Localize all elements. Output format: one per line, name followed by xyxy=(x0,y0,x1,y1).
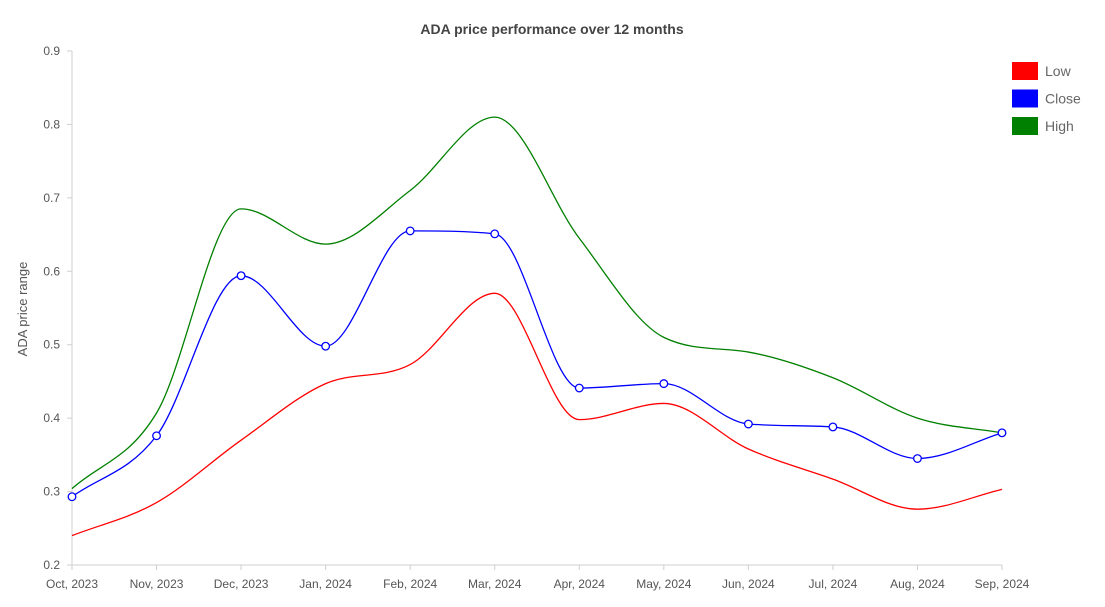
chart-title: ADA price performance over 12 months xyxy=(420,21,683,37)
data-point-close[interactable] xyxy=(913,454,922,463)
data-point-close[interactable] xyxy=(743,419,753,429)
series-line-high xyxy=(71,116,1003,490)
x-tick-label: Mar, 2024 xyxy=(468,577,522,591)
data-point-close[interactable] xyxy=(152,431,161,441)
x-tick-label: Dec, 2023 xyxy=(214,577,269,591)
data-point-close[interactable] xyxy=(490,229,500,239)
series-low xyxy=(71,292,1003,537)
y-tick-label: 0.2 xyxy=(43,558,60,572)
y-tick-label: 0.8 xyxy=(43,117,60,131)
legend-swatch xyxy=(1012,62,1038,80)
data-point-close[interactable] xyxy=(659,379,669,389)
x-tick-label: Apr, 2024 xyxy=(554,577,606,591)
data-point-close[interactable] xyxy=(321,341,331,351)
legend-item-low[interactable]: Low xyxy=(1012,62,1072,80)
x-tick-label: May, 2024 xyxy=(636,577,691,591)
x-tick-label: Aug, 2024 xyxy=(890,577,945,591)
y-axis-title: ADA price range xyxy=(15,262,30,357)
data-point-close[interactable] xyxy=(236,271,246,281)
y-tick-label: 0.7 xyxy=(43,191,60,205)
data-point-close[interactable] xyxy=(67,492,77,502)
data-point-close[interactable] xyxy=(997,428,1007,438)
y-tick-label: 0.6 xyxy=(43,264,60,278)
legend-swatch xyxy=(1012,89,1038,108)
y-tick-label: 0.4 xyxy=(43,411,60,425)
x-axis-ticks: Oct, 2023 Nov, 2023 Dec, 2023 Jan, 2024 Feb,… xyxy=(46,565,1030,591)
x-tick-label: Sep, 2024 xyxy=(975,577,1030,591)
series-close xyxy=(67,226,1007,502)
y-tick-label: 0.3 xyxy=(43,485,60,499)
x-tick-label: Jul, 2024 xyxy=(809,577,858,591)
y-tick-label: 0.5 xyxy=(43,338,60,352)
data-point-close[interactable] xyxy=(574,383,584,393)
series-layer xyxy=(67,116,1007,537)
legend-label: Low xyxy=(1045,63,1072,79)
data-point-close[interactable] xyxy=(828,422,838,432)
series-line-close xyxy=(71,230,1003,498)
x-tick-label: Jun, 2024 xyxy=(722,577,775,591)
series-line-low xyxy=(71,292,1003,537)
y-axis-ticks: 0.2 0.3 0.4 0.5 0.6 0.7 0.8 0.9 xyxy=(43,44,72,572)
legend-swatch xyxy=(1012,117,1038,135)
y-tick-label: 0.9 xyxy=(43,44,60,58)
series-high xyxy=(71,116,1003,490)
legend-label: High xyxy=(1045,118,1074,134)
legend-item-close[interactable]: Close xyxy=(1012,89,1081,108)
x-tick-label: Nov, 2023 xyxy=(130,577,184,591)
x-tick-label: Jan, 2024 xyxy=(299,577,352,591)
legend-label: Close xyxy=(1045,91,1081,107)
x-tick-label: Oct, 2023 xyxy=(46,577,98,591)
x-tick-label: Feb, 2024 xyxy=(383,577,437,591)
legend[interactable]: Low Close High xyxy=(1012,62,1081,135)
data-point-close[interactable] xyxy=(405,226,415,236)
legend-item-high[interactable]: High xyxy=(1012,117,1074,135)
